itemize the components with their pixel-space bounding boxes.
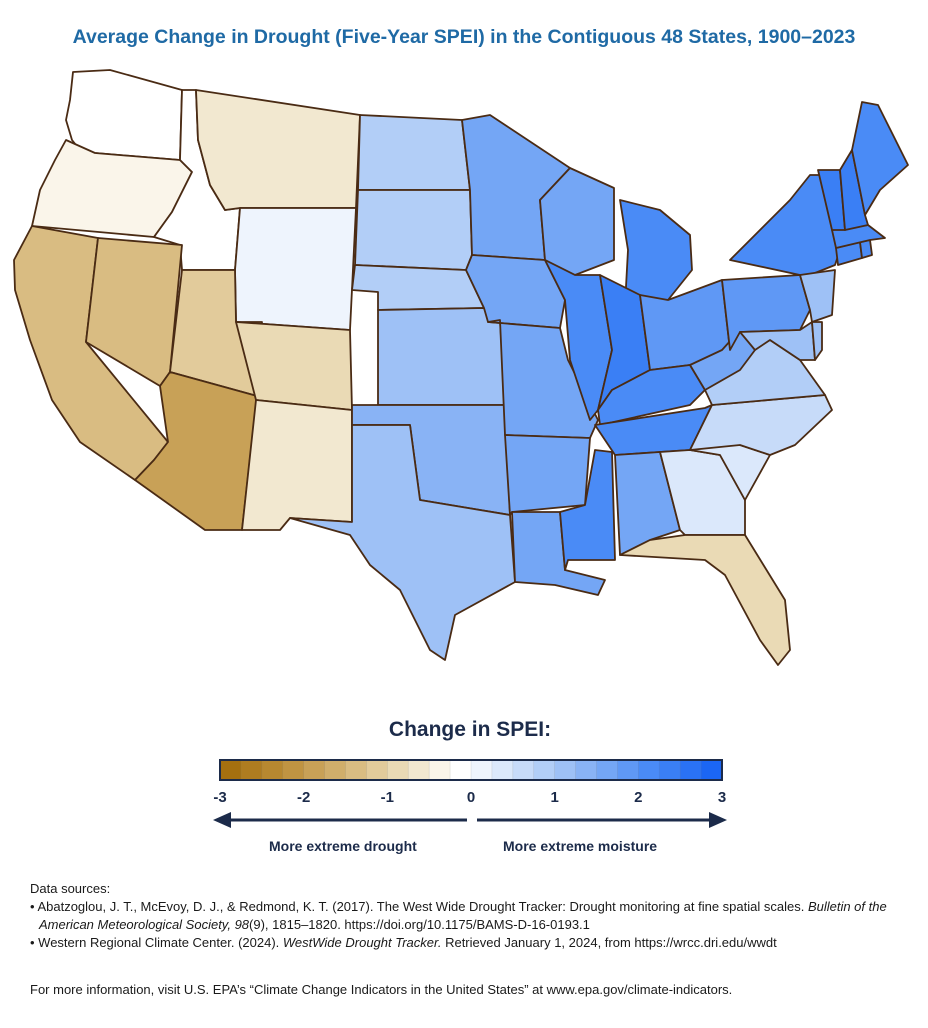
legend-tick-label: 1 [550, 789, 558, 806]
state-washington [65, 69, 183, 161]
legend-swatch [408, 760, 430, 780]
state-new-hampshire [839, 149, 869, 231]
legend-swatch [366, 760, 388, 780]
state-delaware [811, 321, 823, 361]
legend-tick-label: -2 [297, 789, 310, 806]
source-ref-1: • Abatzoglou, J. T., McEvoy, D. J., & Re… [30, 898, 920, 934]
state-florida [619, 534, 791, 666]
legend-swatch [701, 760, 723, 780]
legend-ticks: -3 -2 -1 0 1 2 3 [213, 789, 726, 806]
state-texas [289, 424, 516, 661]
state-north-carolina [689, 394, 833, 456]
left-arrow [213, 812, 467, 828]
ref1-prefix: • Abatzoglou, J. T., McEvoy, D. J., & Re… [30, 899, 805, 914]
legend-tick-label: -3 [213, 789, 226, 806]
legend-swatch [240, 760, 263, 780]
legend-tick-label: 2 [634, 789, 642, 806]
legend-swatch [638, 760, 660, 780]
state-missouri [487, 319, 599, 439]
legend-swatch [491, 760, 514, 780]
legend-swatch [680, 760, 702, 780]
state-nebraska [351, 264, 485, 311]
data-sources: Data sources: • Abatzoglou, J. T., McEvo… [30, 880, 920, 952]
drought-map [13, 69, 909, 666]
state-maine [851, 101, 909, 216]
state-kansas [377, 307, 506, 406]
color-legend: -3 -2 -1 0 1 2 3 [213, 759, 727, 828]
legend-tick-label: 0 [467, 789, 475, 806]
legend-swatch [596, 760, 618, 780]
legend-swatch [429, 760, 451, 780]
legend-swatch [220, 760, 242, 780]
legend-swatch [261, 760, 284, 780]
ref1-journal: Bulletin of the American Meteorological … [39, 899, 887, 932]
legend-swatch [617, 760, 639, 780]
legend-swatch [324, 760, 346, 780]
legend-swatch [282, 760, 305, 780]
ref2-prefix: • Western Regional Climate Center. (2024… [30, 935, 280, 950]
state-south-dakota [354, 189, 473, 271]
legend-swatches [220, 760, 723, 780]
drought-arrow-label: More extreme drought [269, 838, 417, 854]
legend-swatch [387, 760, 409, 780]
state-wyoming [234, 207, 357, 331]
source-ref-2: • Western Regional Climate Center. (2024… [30, 934, 920, 952]
state-michigan [619, 199, 693, 306]
legend-swatch [471, 760, 493, 780]
legend-swatch [450, 760, 472, 780]
legend-swatch [659, 760, 681, 780]
states-layer [13, 69, 909, 666]
state-montana [195, 89, 361, 211]
more-info: For more information, visit U.S. EPA’s “… [30, 982, 733, 997]
legend-tick-label: -1 [381, 789, 394, 806]
sources-heading: Data sources: [30, 881, 111, 896]
legend-border [219, 759, 723, 781]
legend-swatch [512, 760, 535, 780]
state-arkansas [504, 434, 591, 516]
ref2-suffix: Retrieved January 1, 2024, from https://… [441, 935, 777, 950]
legend-swatch [575, 760, 597, 780]
state-new-mexico [241, 399, 353, 531]
legend-swatch [533, 760, 556, 780]
legend-swatch [345, 760, 367, 780]
moisture-arrow-label: More extreme moisture [503, 838, 658, 854]
ref2-title: WestWide Drought Tracker. [282, 935, 442, 950]
state-maryland [739, 321, 816, 361]
legend-title: Change in SPEI: [388, 718, 552, 741]
state-north-dakota [357, 114, 471, 191]
ref1-suffix: (9), 1815–1820. https://doi.org/10.1175/… [249, 917, 590, 932]
legend-tick-label: 3 [718, 789, 726, 806]
page-title: Average Change in Drought (Five-Year SPE… [72, 26, 856, 48]
legend-swatch [303, 760, 326, 780]
legend-swatch [554, 760, 577, 780]
right-arrow [477, 812, 727, 828]
state-mississippi [559, 449, 616, 571]
state-new-jersey [799, 269, 836, 323]
